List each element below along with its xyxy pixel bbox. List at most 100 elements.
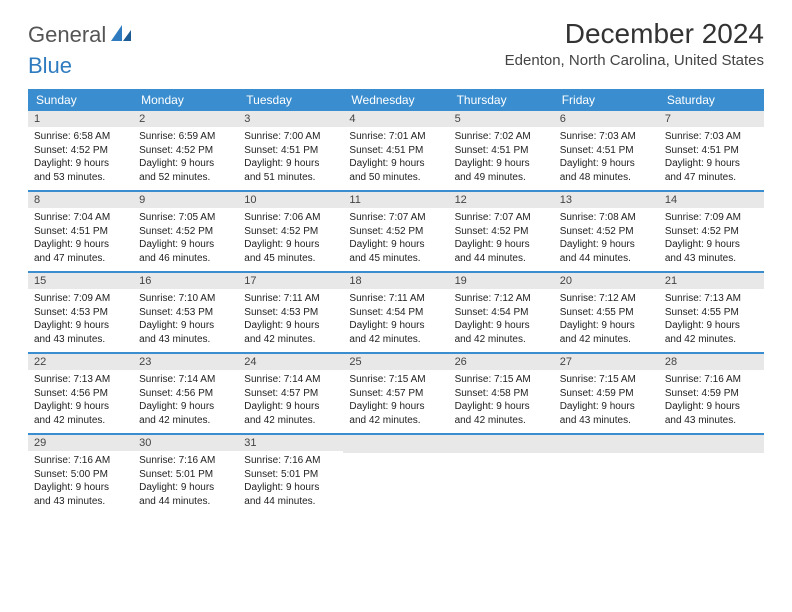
- cell-line-dl2: and 42 minutes.: [665, 333, 758, 347]
- cell-line-dl1: Daylight: 9 hours: [139, 400, 232, 414]
- cell-body: Sunrise: 7:11 AMSunset: 4:53 PMDaylight:…: [238, 289, 343, 352]
- calendar-cell: 15Sunrise: 7:09 AMSunset: 4:53 PMDayligh…: [28, 273, 133, 352]
- calendar-cell: 4Sunrise: 7:01 AMSunset: 4:51 PMDaylight…: [343, 111, 448, 190]
- cell-line-dl2: and 42 minutes.: [455, 333, 548, 347]
- calendar-cell: 22Sunrise: 7:13 AMSunset: 4:56 PMDayligh…: [28, 354, 133, 433]
- day-number: 9: [133, 192, 238, 208]
- cell-line-sr: Sunrise: 7:14 AM: [139, 373, 232, 387]
- cell-line-dl2: and 44 minutes.: [455, 252, 548, 266]
- cell-line-dl2: and 43 minutes.: [560, 414, 653, 428]
- cell-line-dl2: and 43 minutes.: [665, 414, 758, 428]
- cell-line-ss: Sunset: 4:52 PM: [560, 225, 653, 239]
- cell-body: Sunrise: 7:05 AMSunset: 4:52 PMDaylight:…: [133, 208, 238, 271]
- cell-body: Sunrise: 7:01 AMSunset: 4:51 PMDaylight:…: [343, 127, 448, 190]
- cell-line-dl2: and 46 minutes.: [139, 252, 232, 266]
- calendar-cell: 27Sunrise: 7:15 AMSunset: 4:59 PMDayligh…: [554, 354, 659, 433]
- cell-line-dl2: and 52 minutes.: [139, 171, 232, 185]
- cell-body: Sunrise: 7:12 AMSunset: 4:54 PMDaylight:…: [449, 289, 554, 352]
- cell-line-dl2: and 50 minutes.: [349, 171, 442, 185]
- day-number: 7: [659, 111, 764, 127]
- day-number: 2: [133, 111, 238, 127]
- day-number: 18: [343, 273, 448, 289]
- day-number: 30: [133, 435, 238, 451]
- calendar-cell: 23Sunrise: 7:14 AMSunset: 4:56 PMDayligh…: [133, 354, 238, 433]
- cell-line-dl1: Daylight: 9 hours: [349, 157, 442, 171]
- cell-line-sr: Sunrise: 7:13 AM: [665, 292, 758, 306]
- cell-line-dl1: Daylight: 9 hours: [349, 400, 442, 414]
- day-header: Saturday: [659, 89, 764, 111]
- day-number: 20: [554, 273, 659, 289]
- cell-line-dl1: Daylight: 9 hours: [349, 319, 442, 333]
- cell-body: Sunrise: 7:11 AMSunset: 4:54 PMDaylight:…: [343, 289, 448, 352]
- cell-line-sr: Sunrise: 7:06 AM: [244, 211, 337, 225]
- cell-line-dl2: and 42 minutes.: [349, 333, 442, 347]
- calendar-cell: [449, 435, 554, 514]
- location: Edenton, North Carolina, United States: [505, 52, 764, 69]
- logo-word2: Blue: [28, 53, 72, 79]
- cell-line-ss: Sunset: 4:51 PM: [455, 144, 548, 158]
- calendar-cell: 18Sunrise: 7:11 AMSunset: 4:54 PMDayligh…: [343, 273, 448, 352]
- cell-line-ss: Sunset: 4:59 PM: [665, 387, 758, 401]
- cell-line-dl2: and 42 minutes.: [455, 414, 548, 428]
- title-block: December 2024 Edenton, North Carolina, U…: [505, 18, 764, 69]
- cell-line-dl2: and 48 minutes.: [560, 171, 653, 185]
- cell-line-sr: Sunrise: 7:09 AM: [34, 292, 127, 306]
- cell-line-dl1: Daylight: 9 hours: [455, 157, 548, 171]
- calendar-cell: 25Sunrise: 7:15 AMSunset: 4:57 PMDayligh…: [343, 354, 448, 433]
- cell-body: [449, 453, 554, 513]
- calendar-cell: 16Sunrise: 7:10 AMSunset: 4:53 PMDayligh…: [133, 273, 238, 352]
- cell-line-ss: Sunset: 4:52 PM: [139, 225, 232, 239]
- calendar: SundayMondayTuesdayWednesdayThursdayFrid…: [28, 89, 764, 514]
- cell-line-dl2: and 45 minutes.: [244, 252, 337, 266]
- cell-line-sr: Sunrise: 7:07 AM: [455, 211, 548, 225]
- cell-body: Sunrise: 7:14 AMSunset: 4:56 PMDaylight:…: [133, 370, 238, 433]
- day-number: 17: [238, 273, 343, 289]
- cell-line-sr: Sunrise: 7:16 AM: [34, 454, 127, 468]
- cell-body: Sunrise: 7:16 AMSunset: 5:01 PMDaylight:…: [238, 451, 343, 514]
- cell-line-dl2: and 42 minutes.: [560, 333, 653, 347]
- cell-line-ss: Sunset: 5:01 PM: [139, 468, 232, 482]
- cell-line-sr: Sunrise: 7:11 AM: [244, 292, 337, 306]
- cell-line-dl1: Daylight: 9 hours: [560, 319, 653, 333]
- calendar-cell: 2Sunrise: 6:59 AMSunset: 4:52 PMDaylight…: [133, 111, 238, 190]
- cell-line-dl1: Daylight: 9 hours: [665, 400, 758, 414]
- cell-line-dl1: Daylight: 9 hours: [139, 481, 232, 495]
- cell-line-dl1: Daylight: 9 hours: [139, 157, 232, 171]
- calendar-cell: 1Sunrise: 6:58 AMSunset: 4:52 PMDaylight…: [28, 111, 133, 190]
- cell-line-dl1: Daylight: 9 hours: [349, 238, 442, 252]
- day-number: 13: [554, 192, 659, 208]
- cell-body: Sunrise: 7:13 AMSunset: 4:55 PMDaylight:…: [659, 289, 764, 352]
- cell-line-sr: Sunrise: 7:16 AM: [139, 454, 232, 468]
- logo-word1: General: [28, 22, 106, 48]
- cell-line-ss: Sunset: 4:54 PM: [455, 306, 548, 320]
- calendar-cell: 6Sunrise: 7:03 AMSunset: 4:51 PMDaylight…: [554, 111, 659, 190]
- cell-body: Sunrise: 7:09 AMSunset: 4:53 PMDaylight:…: [28, 289, 133, 352]
- cell-body: Sunrise: 7:12 AMSunset: 4:55 PMDaylight:…: [554, 289, 659, 352]
- calendar-cell: 12Sunrise: 7:07 AMSunset: 4:52 PMDayligh…: [449, 192, 554, 271]
- day-number: 12: [449, 192, 554, 208]
- cell-line-dl1: Daylight: 9 hours: [34, 157, 127, 171]
- calendar-cell: 11Sunrise: 7:07 AMSunset: 4:52 PMDayligh…: [343, 192, 448, 271]
- cell-line-sr: Sunrise: 6:59 AM: [139, 130, 232, 144]
- calendar-cell: 10Sunrise: 7:06 AMSunset: 4:52 PMDayligh…: [238, 192, 343, 271]
- calendar-cell: 8Sunrise: 7:04 AMSunset: 4:51 PMDaylight…: [28, 192, 133, 271]
- cell-line-sr: Sunrise: 7:00 AM: [244, 130, 337, 144]
- cell-line-sr: Sunrise: 7:12 AM: [560, 292, 653, 306]
- calendar-cell: 9Sunrise: 7:05 AMSunset: 4:52 PMDaylight…: [133, 192, 238, 271]
- cell-body: Sunrise: 6:58 AMSunset: 4:52 PMDaylight:…: [28, 127, 133, 190]
- cell-body: Sunrise: 7:03 AMSunset: 4:51 PMDaylight:…: [554, 127, 659, 190]
- cell-line-ss: Sunset: 4:51 PM: [244, 144, 337, 158]
- cell-line-sr: Sunrise: 7:13 AM: [34, 373, 127, 387]
- week-row: 15Sunrise: 7:09 AMSunset: 4:53 PMDayligh…: [28, 273, 764, 354]
- cell-body: Sunrise: 7:07 AMSunset: 4:52 PMDaylight:…: [343, 208, 448, 271]
- day-number: 4: [343, 111, 448, 127]
- cell-body: Sunrise: 7:16 AMSunset: 5:00 PMDaylight:…: [28, 451, 133, 514]
- day-number: 26: [449, 354, 554, 370]
- day-header: Wednesday: [343, 89, 448, 111]
- calendar-cell: 29Sunrise: 7:16 AMSunset: 5:00 PMDayligh…: [28, 435, 133, 514]
- cell-line-dl2: and 42 minutes.: [34, 414, 127, 428]
- cell-line-ss: Sunset: 4:51 PM: [349, 144, 442, 158]
- calendar-cell: [659, 435, 764, 514]
- cell-line-dl1: Daylight: 9 hours: [34, 319, 127, 333]
- cell-line-dl1: Daylight: 9 hours: [665, 238, 758, 252]
